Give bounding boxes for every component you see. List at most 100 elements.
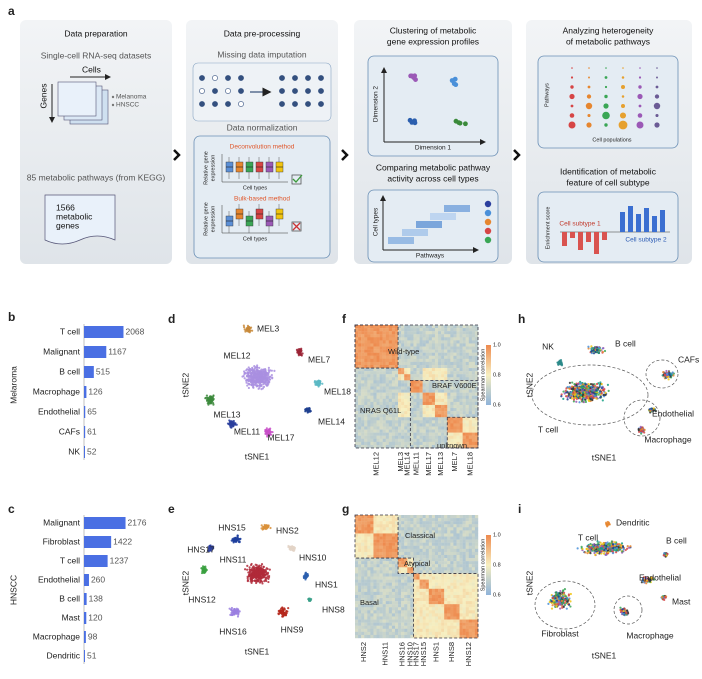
heatmap-cell — [361, 401, 365, 406]
heatmap-cell — [450, 380, 454, 384]
heatmap-cell — [434, 352, 439, 356]
heatmap-cell — [450, 349, 454, 353]
heatmap-cell — [416, 423, 420, 427]
heatmap-cell — [465, 398, 469, 403]
heatmap-cell — [474, 628, 479, 633]
heatmap-cell — [379, 349, 383, 353]
heatmap-cell — [471, 631, 476, 636]
grid-dot — [292, 88, 298, 94]
heatmap-cell — [456, 548, 460, 553]
heatmap-cell — [422, 588, 426, 593]
heatmap-cell — [471, 408, 476, 412]
heatmap-cell — [394, 325, 399, 329]
heatmap-cell — [358, 551, 362, 556]
heatmap-cell — [413, 536, 417, 540]
heatmap-cell — [450, 383, 454, 387]
heatmap-cell — [388, 389, 393, 393]
heatmap-cell — [422, 361, 426, 366]
heatmap-cell — [376, 524, 380, 528]
heatmap-cell — [438, 533, 442, 537]
heatmap-cell — [376, 521, 380, 525]
heatmap-cell — [361, 585, 365, 589]
heatmap-cell — [438, 380, 442, 384]
heatmap-cell — [465, 554, 469, 559]
heatmap-cell — [441, 401, 445, 406]
heatmap-cell — [391, 414, 396, 418]
heatmap-cell — [413, 619, 417, 623]
label: tSNE1 — [245, 646, 270, 656]
heatmap-cell — [391, 395, 396, 399]
heatmap-cell — [404, 334, 408, 338]
heatmap-cell — [425, 371, 429, 375]
heatmap-cell — [474, 346, 479, 350]
grid-dot — [199, 88, 205, 94]
heatmap-cell — [444, 408, 448, 412]
heatmap-cell — [425, 355, 429, 360]
heatmap-cell — [373, 325, 377, 329]
label: HNS10 — [299, 552, 327, 562]
heatmap-cell — [364, 361, 368, 366]
heatmap-cell — [431, 548, 436, 553]
heatmap-cell — [456, 579, 460, 583]
tsne-point — [288, 546, 291, 549]
heatmap-cell — [416, 392, 420, 396]
heatmap-cell — [434, 518, 439, 522]
heatmap-cell — [419, 441, 423, 446]
heatmap-cell — [471, 423, 476, 427]
heatmap-cell — [367, 331, 371, 335]
cross-icon — [291, 221, 302, 232]
heatmap-cell — [419, 401, 423, 406]
tsne-point — [248, 566, 251, 569]
heatmap-cell — [453, 573, 457, 577]
heatmap-cell — [441, 634, 445, 639]
heatmap-cell — [407, 527, 411, 531]
heatmap-cell — [450, 374, 454, 378]
heatmap-cell — [373, 564, 377, 568]
pathway-dot — [570, 104, 574, 108]
heatmap-cell — [410, 610, 414, 614]
heatmap-cell — [376, 368, 380, 372]
tsne-point — [248, 375, 251, 378]
heatmap-cell — [444, 564, 448, 568]
heatmap-cell — [419, 349, 423, 353]
heatmap-cell — [404, 594, 408, 599]
heatmap-cell — [367, 515, 371, 519]
heatmap-cell — [462, 398, 466, 403]
heatmap-cell — [382, 521, 386, 525]
heatmap-cell — [456, 408, 460, 412]
heatmap-cell — [438, 604, 442, 608]
tsne-point — [264, 369, 267, 372]
heatmap-cell — [370, 368, 374, 372]
tsne-point — [248, 574, 251, 577]
label: a — [8, 4, 15, 18]
heatmap-cell — [422, 536, 426, 540]
heatmap-cell — [462, 598, 466, 602]
tsne-point — [260, 564, 263, 567]
heatmap-cell — [376, 444, 380, 449]
heatmap-cell — [474, 371, 479, 375]
label: Cell subtype 2 — [625, 237, 667, 244]
heatmap-cell — [444, 579, 448, 583]
heatmap-cell — [373, 539, 377, 543]
heatmap-cell — [474, 579, 479, 583]
heatmap-cell — [410, 515, 414, 519]
heatmap-cell — [441, 429, 445, 433]
heatmap-cell — [385, 554, 390, 559]
heatmap-cell — [459, 355, 463, 360]
heatmap-cell — [410, 358, 414, 363]
heatmap-cell — [401, 619, 405, 623]
pathway-dot — [569, 113, 575, 118]
tsne-point — [209, 402, 213, 405]
heatmap-cell — [428, 325, 433, 329]
heatmap-cell — [450, 610, 454, 614]
grid-dot — [305, 88, 311, 94]
heatmap-cell — [462, 619, 466, 623]
heatmap-cell — [364, 610, 368, 614]
heatmap-cell — [407, 438, 411, 443]
heatmap-cell — [370, 349, 374, 353]
heatmap-cell — [431, 343, 436, 347]
heatmap-cell — [370, 438, 374, 443]
heatmap-cell — [456, 521, 460, 525]
heatmap-cell — [416, 420, 420, 424]
heatmap-cell — [431, 374, 436, 378]
